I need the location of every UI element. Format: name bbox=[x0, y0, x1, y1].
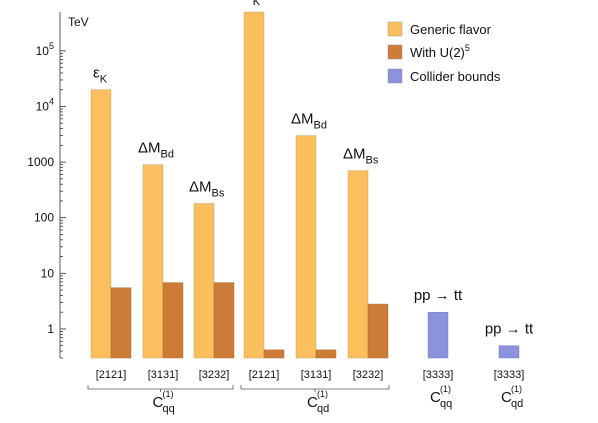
annotation-text: ΔM bbox=[291, 111, 314, 128]
annotation-subscript: Bd bbox=[161, 149, 174, 161]
u2-bar bbox=[110, 287, 132, 359]
y-tick-base: 10 bbox=[36, 44, 50, 58]
y-tick-base: 10 bbox=[36, 99, 50, 113]
y-axis-label: TeV bbox=[68, 15, 89, 29]
generic-flavor-bar bbox=[142, 164, 164, 359]
generic-flavor-bar bbox=[90, 89, 112, 359]
legend-entry-text: Generic flavor bbox=[410, 22, 492, 37]
legend-entry-text: Collider bounds bbox=[410, 69, 501, 84]
category-label: [3131] bbox=[148, 369, 179, 381]
legend-entry-superscript: 5 bbox=[465, 43, 470, 53]
group-label-superscript: (1) bbox=[163, 389, 174, 399]
category-label: [3333] bbox=[494, 369, 525, 381]
category-label: [3232] bbox=[353, 369, 384, 381]
annotation-text: ΔM bbox=[138, 140, 161, 157]
annotation-subscript: K bbox=[100, 74, 108, 86]
group-label-subscript: qd bbox=[317, 403, 329, 415]
u2-bar bbox=[367, 303, 389, 359]
annotation-text: ε bbox=[93, 65, 100, 82]
y-tick-exponent: 5 bbox=[49, 41, 54, 51]
group-label: C(1) qd bbox=[501, 384, 523, 410]
legend-entry: Collider bounds bbox=[410, 69, 501, 84]
u2-bar bbox=[315, 349, 337, 359]
bars-layer bbox=[90, 11, 520, 359]
y-tick-label: 10 bbox=[41, 266, 55, 280]
generic-flavor-bar bbox=[243, 11, 265, 359]
group-label: C(1) qq bbox=[430, 384, 452, 410]
annotation-subscript: K bbox=[253, 0, 261, 8]
legend-entry: Generic flavor bbox=[410, 22, 492, 37]
collider-bound-bar bbox=[427, 311, 449, 359]
group-label: C(1) qd bbox=[307, 389, 329, 415]
legend-swatch bbox=[387, 44, 403, 60]
bar-annotation: ΔMBs bbox=[189, 179, 225, 200]
annotation-subscript: Bd bbox=[314, 120, 327, 132]
group-label: C(1) qq bbox=[153, 389, 175, 415]
category-label: [2121] bbox=[249, 369, 280, 381]
bar-annotation: ΔMBs bbox=[343, 146, 379, 167]
group-bracket bbox=[87, 385, 234, 390]
labels-layer: [2121]εK[3131]ΔMBd[3232]ΔMBs[2121]εK[313… bbox=[87, 0, 534, 415]
y-tick-base: 1 bbox=[47, 322, 54, 336]
category-label: [3131] bbox=[301, 369, 332, 381]
y-tick-base: 10 bbox=[41, 266, 55, 280]
group-label-superscript: (1) bbox=[317, 389, 328, 399]
u2-bar bbox=[162, 282, 184, 359]
group-label-subscript: qq bbox=[163, 403, 175, 415]
legend-entry: With U(2)5 bbox=[410, 43, 470, 60]
annotation-text: ΔM bbox=[343, 146, 366, 163]
generic-flavor-bar bbox=[193, 203, 215, 359]
y-tick-exponent: 4 bbox=[49, 96, 54, 106]
y-tick-label: 1000 bbox=[27, 155, 54, 169]
bar-annotation: εK bbox=[93, 65, 108, 86]
y-tick-label: 100 bbox=[34, 211, 54, 225]
annotation-text: ΔM bbox=[189, 179, 212, 196]
bar-annotation: εK bbox=[246, 0, 261, 8]
bar-annotation: ΔMBd bbox=[291, 111, 327, 132]
group-label-base: C bbox=[153, 394, 164, 411]
legend: Generic flavor With U(2)5 Collider bounds bbox=[387, 21, 501, 84]
legend-swatch bbox=[387, 21, 403, 37]
category-label: [3232] bbox=[199, 369, 230, 381]
group-label-superscript: (1) bbox=[440, 384, 451, 394]
bar-annotation: pp → tt bbox=[485, 321, 534, 338]
group-label-subscript: qd bbox=[511, 398, 523, 410]
annotation-subscript: Bs bbox=[212, 188, 225, 200]
group-label-base: C bbox=[501, 389, 512, 406]
u2-bar bbox=[263, 349, 285, 359]
y-tick-base: 100 bbox=[34, 211, 54, 225]
y-tick-label: 1 bbox=[47, 322, 54, 336]
y-tick-base: 1000 bbox=[27, 155, 54, 169]
group-label-base: C bbox=[307, 394, 318, 411]
group-bracket bbox=[240, 385, 390, 390]
group-label-superscript: (1) bbox=[511, 384, 522, 394]
group-label-base: C bbox=[430, 389, 441, 406]
y-tick-label: 104 bbox=[36, 96, 54, 113]
y-tick-label: 105 bbox=[36, 41, 54, 58]
generic-flavor-bar bbox=[295, 135, 317, 359]
annotation-text: pp → tt bbox=[414, 287, 463, 304]
annotation-text: ε bbox=[246, 0, 253, 4]
collider-bound-bar bbox=[498, 345, 520, 359]
legend-entry-text: With U(2) bbox=[410, 45, 465, 60]
annotation-subscript: Bs bbox=[366, 155, 379, 167]
annotation-text: pp → tt bbox=[485, 321, 534, 338]
bar-annotation: pp → tt bbox=[414, 287, 463, 304]
legend-swatch bbox=[387, 68, 403, 84]
category-label: [3333] bbox=[423, 369, 454, 381]
generic-flavor-bar bbox=[347, 170, 369, 359]
group-label-subscript: qq bbox=[440, 398, 452, 410]
category-label: [2121] bbox=[96, 369, 127, 381]
bar-annotation: ΔMBd bbox=[138, 140, 174, 161]
u2-bar bbox=[213, 282, 235, 359]
